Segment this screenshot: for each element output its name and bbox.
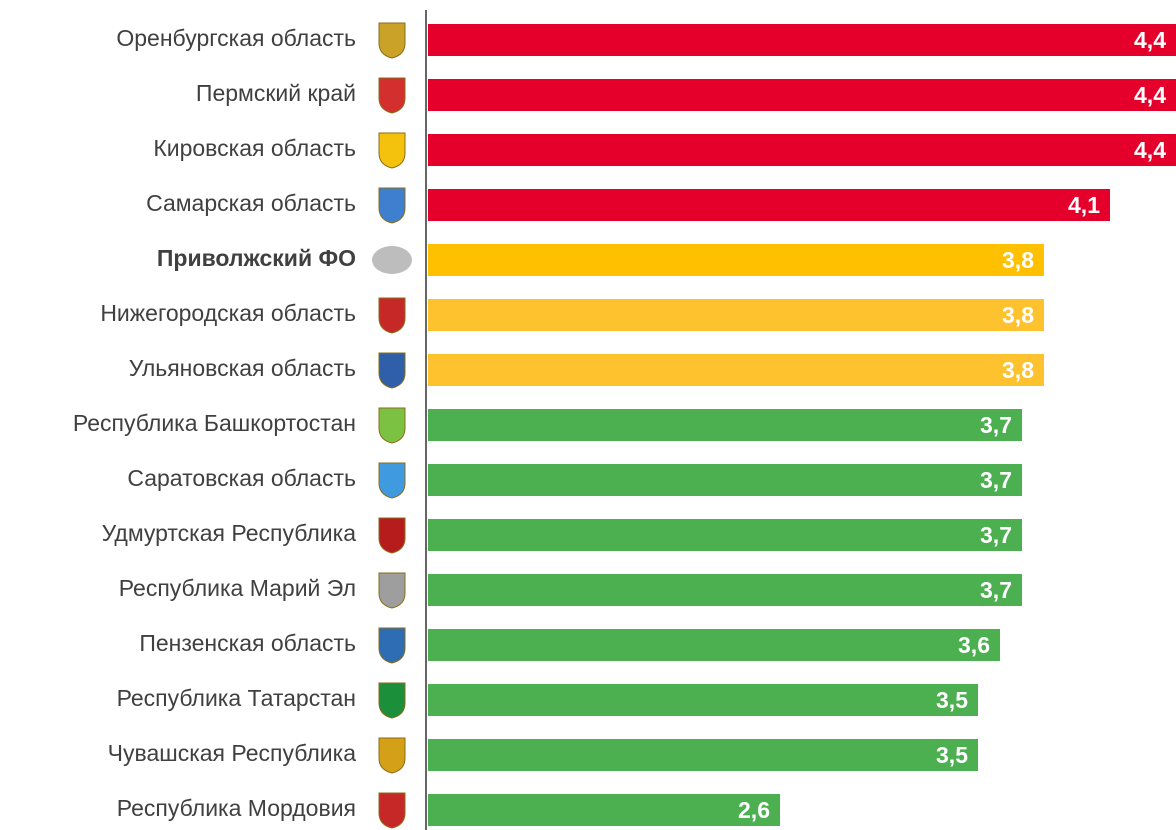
- value-label: 3,8: [1002, 357, 1034, 383]
- emblem-icon: [378, 187, 406, 224]
- category-label: Пермский край: [196, 80, 356, 106]
- bar: [428, 244, 1044, 276]
- category-label: Приволжский ФО: [157, 245, 356, 271]
- bar: [428, 134, 1176, 166]
- emblem-icon: [378, 407, 406, 444]
- value-label: 3,7: [980, 522, 1012, 548]
- emblem-icon: [378, 572, 406, 609]
- category-label: Чувашская Республика: [108, 740, 357, 766]
- category-label: Республика Татарстан: [117, 685, 356, 711]
- emblem-icon: [378, 737, 406, 774]
- value-label: 3,7: [980, 577, 1012, 603]
- region-icon: [372, 246, 412, 274]
- bar: [428, 739, 978, 771]
- category-label: Удмуртская Республика: [102, 520, 357, 546]
- category-label: Самарская область: [146, 190, 356, 216]
- value-label: 4,4: [1134, 27, 1166, 53]
- category-label: Пензенская область: [139, 630, 356, 656]
- emblem-icon: [378, 517, 406, 554]
- emblem-icon: [378, 22, 406, 59]
- value-label: 3,8: [1002, 302, 1034, 328]
- value-label: 4,4: [1134, 137, 1166, 163]
- value-label: 3,8: [1002, 247, 1034, 273]
- bar: [428, 299, 1044, 331]
- value-label: 3,5: [936, 742, 968, 768]
- bar: [428, 794, 780, 826]
- bar: [428, 574, 1022, 606]
- emblem-icon: [378, 627, 406, 664]
- emblem-icon: [378, 792, 406, 829]
- bar: [428, 24, 1176, 56]
- bar: [428, 684, 978, 716]
- category-label: Республика Мордовия: [117, 795, 356, 821]
- category-label: Республика Башкортостан: [73, 410, 356, 436]
- emblem-icon: [378, 352, 406, 389]
- bar: [428, 354, 1044, 386]
- category-label: Оренбургская область: [116, 25, 356, 51]
- emblem-icon: [378, 462, 406, 499]
- value-label: 3,5: [936, 687, 968, 713]
- emblem-icon: [378, 682, 406, 719]
- bar: [428, 464, 1022, 496]
- emblem-icon: [378, 297, 406, 334]
- category-label: Кировская область: [153, 135, 356, 161]
- bar: [428, 79, 1176, 111]
- bar: [428, 519, 1022, 551]
- value-label: 3,6: [958, 632, 990, 658]
- emblem-icon: [378, 77, 406, 114]
- category-label: Ульяновская область: [129, 355, 356, 381]
- category-label: Нижегородская область: [100, 300, 356, 326]
- value-label: 4,4: [1134, 82, 1166, 108]
- emblem-icon: [378, 132, 406, 169]
- value-label: 2,6: [738, 797, 770, 823]
- value-label: 4,1: [1068, 192, 1100, 218]
- bar: [428, 189, 1110, 221]
- bar: [428, 629, 1000, 661]
- value-label: 3,7: [980, 412, 1012, 438]
- category-label: Республика Марий Эл: [119, 575, 356, 601]
- value-label: 3,7: [980, 467, 1012, 493]
- bar: [428, 409, 1022, 441]
- category-label: Саратовская область: [127, 465, 356, 491]
